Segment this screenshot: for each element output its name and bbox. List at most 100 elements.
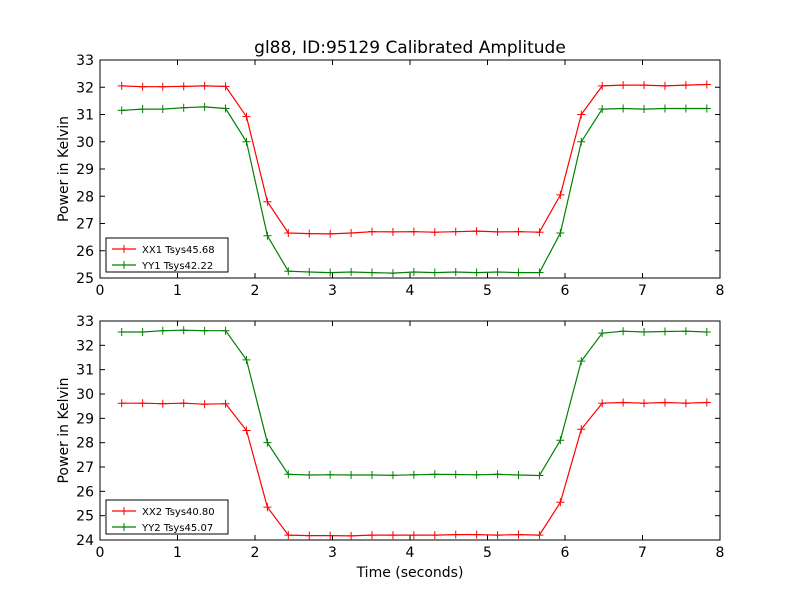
data-point-marker — [409, 531, 418, 540]
data-point-marker — [221, 399, 230, 408]
data-point-marker — [598, 105, 607, 114]
x-tick-label: 8 — [716, 283, 725, 299]
y-tick-label: 24 — [76, 533, 94, 549]
data-point-marker — [326, 470, 335, 479]
x-tick-label: 8 — [716, 545, 725, 561]
data-point-marker — [305, 531, 314, 540]
data-point-marker — [138, 399, 147, 408]
legend-label: YY2 Tsys45.07 — [141, 523, 213, 534]
data-point-marker — [660, 327, 669, 336]
data-point-marker — [451, 530, 460, 539]
data-point-marker — [347, 531, 356, 540]
data-point-marker — [368, 471, 377, 480]
data-point-marker — [138, 82, 147, 91]
data-point-marker — [598, 81, 607, 90]
data-point-marker — [242, 426, 251, 435]
data-point-marker — [451, 227, 460, 236]
data-point-marker — [514, 530, 523, 539]
data-point-marker — [702, 327, 711, 336]
x-tick-label: 4 — [406, 545, 415, 561]
data-point-marker — [284, 470, 293, 479]
data-point-marker — [577, 357, 586, 366]
y-tick-label: 29 — [76, 162, 94, 178]
x-tick-label: 3 — [328, 545, 337, 561]
y-tick-label: 27 — [76, 217, 94, 233]
data-point-marker — [535, 471, 544, 480]
data-point-marker — [388, 269, 397, 278]
x-tick-label: 0 — [96, 283, 105, 299]
data-point-marker — [326, 229, 335, 238]
data-point-marker — [493, 227, 502, 236]
data-point-marker — [681, 81, 690, 90]
data-point-marker — [221, 104, 230, 113]
data-point-marker — [138, 105, 147, 114]
data-point-marker — [619, 327, 628, 336]
legend-label: YY1 Tsys42.22 — [141, 261, 213, 272]
data-point-marker — [158, 326, 167, 335]
data-point-marker — [472, 470, 481, 479]
data-point-marker — [619, 104, 628, 113]
y-tick-label: 32 — [76, 338, 94, 354]
data-point-marker — [535, 268, 544, 277]
y-tick-label: 30 — [76, 135, 94, 151]
data-point-marker — [117, 106, 126, 115]
data-point-marker — [472, 227, 481, 236]
data-point-marker — [535, 228, 544, 237]
data-point-marker — [451, 268, 460, 277]
data-point-marker — [514, 471, 523, 480]
legend-marker — [120, 245, 128, 253]
data-point-marker — [221, 326, 230, 335]
y-tick-label: 26 — [76, 244, 94, 260]
data-point-marker — [305, 268, 314, 277]
data-point-marker — [430, 268, 439, 277]
y-tick-label: 25 — [76, 509, 94, 525]
y-tick-label: 32 — [76, 80, 94, 96]
data-point-marker — [598, 329, 607, 338]
lower-plot: 0 1 2 3 4 5 6 7 8 24 25 26 27 28 29 30 31 32 33 Power in Ke… — [56, 314, 724, 581]
data-point-marker — [200, 326, 209, 335]
x-tick-label: 6 — [561, 283, 570, 299]
data-point-marker — [263, 197, 272, 206]
data-point-marker — [640, 399, 649, 408]
y-axis-label: Power in Kelvin — [56, 116, 72, 222]
upper-plot: 0 1 2 3 4 5 6 7 8 25 26 27 28 29 30 31 32 33 Power in Kelv… — [56, 53, 724, 299]
data-point-marker — [221, 82, 230, 91]
x-tick-label: 0 — [96, 545, 105, 561]
y-tick-label: 29 — [76, 411, 94, 427]
data-point-marker — [681, 399, 690, 408]
data-point-marker — [263, 438, 272, 447]
x-axis-label: Time (seconds) — [356, 565, 464, 581]
data-point-marker — [430, 228, 439, 237]
data-point-marker — [430, 531, 439, 540]
data-point-marker — [263, 231, 272, 240]
data-point-marker — [702, 80, 711, 89]
data-point-marker — [138, 327, 147, 336]
data-point-marker — [660, 81, 669, 90]
data-point-marker — [179, 103, 188, 112]
y-tick-label: 33 — [76, 53, 94, 69]
data-point-marker — [263, 503, 272, 512]
y-tick-label: 28 — [76, 189, 94, 205]
data-point-marker — [388, 227, 397, 236]
data-point-marker — [660, 104, 669, 113]
legend-marker — [120, 523, 128, 531]
data-point-marker — [368, 227, 377, 236]
data-point-marker — [200, 102, 209, 111]
data-point-marker — [556, 436, 565, 445]
data-point-marker — [535, 531, 544, 540]
data-point-marker — [179, 399, 188, 408]
data-point-marker — [577, 425, 586, 434]
y-axis-label: Power in Kelvin — [56, 377, 72, 483]
data-point-marker — [326, 531, 335, 540]
data-point-marker — [368, 531, 377, 540]
data-point-marker — [681, 327, 690, 336]
data-point-marker — [242, 355, 251, 364]
legend-marker — [120, 507, 128, 515]
y-tick-label: 27 — [76, 460, 94, 476]
data-point-marker — [305, 471, 314, 480]
legend-box — [105, 499, 229, 535]
data-point-marker — [179, 82, 188, 91]
data-point-marker — [117, 399, 126, 408]
y-tick-label: 25 — [76, 271, 94, 287]
chart-title: gl88, ID:95129 Calibrated Amplitude — [254, 38, 566, 58]
